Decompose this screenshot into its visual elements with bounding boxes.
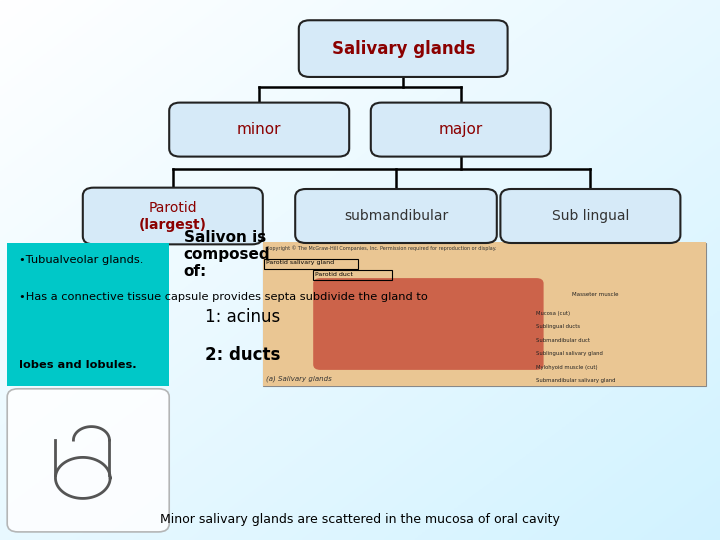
Text: Sub lingual: Sub lingual — [552, 209, 629, 223]
FancyBboxPatch shape — [299, 20, 508, 77]
FancyBboxPatch shape — [371, 103, 551, 157]
Text: submandibular: submandibular — [344, 209, 448, 223]
FancyBboxPatch shape — [7, 243, 169, 386]
FancyBboxPatch shape — [313, 278, 544, 370]
Text: lobes and lobules.: lobes and lobules. — [19, 360, 137, 370]
Text: Mucosa (cut): Mucosa (cut) — [536, 310, 570, 315]
FancyBboxPatch shape — [169, 103, 349, 157]
Text: Parotid: Parotid — [148, 201, 197, 215]
Text: Copyright © The McGraw-Hill Companies, Inc. Permission required for reproduction: Copyright © The McGraw-Hill Companies, I… — [266, 246, 497, 251]
Text: •Has a connective tissue capsule provides septa subdivide the gland to: •Has a connective tissue capsule provide… — [19, 292, 432, 302]
Text: Parotid salivary gland: Parotid salivary gland — [266, 260, 334, 265]
FancyBboxPatch shape — [500, 189, 680, 243]
Text: 1: acinus: 1: acinus — [205, 308, 281, 326]
Text: Minor salivary glands are scattered in the mucosa of oral cavity: Minor salivary glands are scattered in t… — [160, 514, 560, 526]
Text: 2: ducts: 2: ducts — [205, 346, 281, 363]
FancyBboxPatch shape — [83, 188, 263, 244]
Text: Masseter muscle: Masseter muscle — [572, 292, 619, 296]
Text: Submandibular duct: Submandibular duct — [536, 338, 590, 342]
FancyBboxPatch shape — [263, 243, 706, 386]
Text: Sublingual ducts: Sublingual ducts — [536, 324, 580, 329]
Text: Salivon is
composed
of:: Salivon is composed of: — [184, 230, 270, 279]
Text: (largest): (largest) — [139, 218, 207, 232]
Text: minor: minor — [237, 122, 282, 137]
Text: Mylohyoid muscle (cut): Mylohyoid muscle (cut) — [536, 364, 598, 369]
Text: major: major — [438, 122, 483, 137]
Text: (a) Salivary glands: (a) Salivary glands — [266, 375, 332, 382]
FancyBboxPatch shape — [295, 189, 497, 243]
Text: Submandibular salivary gland: Submandibular salivary gland — [536, 378, 616, 383]
Text: Salivary glands: Salivary glands — [331, 39, 475, 58]
FancyBboxPatch shape — [7, 389, 169, 532]
Text: Parotid duct: Parotid duct — [315, 272, 353, 277]
Text: •Tubualveolar glands.: •Tubualveolar glands. — [19, 255, 144, 266]
Text: Sublingual salivary gland: Sublingual salivary gland — [536, 351, 603, 356]
